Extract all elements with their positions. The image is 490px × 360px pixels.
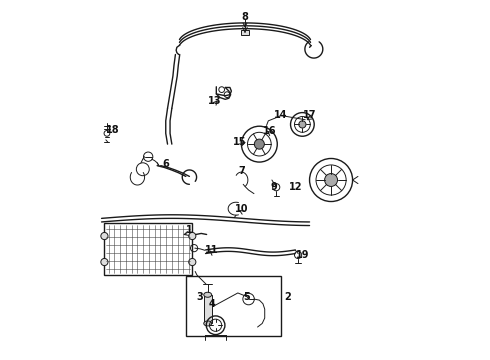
Ellipse shape bbox=[204, 292, 212, 297]
Text: 18: 18 bbox=[105, 125, 119, 135]
Bar bbox=[186, 276, 281, 336]
Text: 1: 1 bbox=[186, 225, 193, 235]
Text: 16: 16 bbox=[263, 126, 277, 135]
Circle shape bbox=[101, 258, 108, 266]
Text: 17: 17 bbox=[303, 111, 317, 121]
Circle shape bbox=[101, 233, 108, 240]
Text: 2: 2 bbox=[285, 292, 292, 302]
Text: 11: 11 bbox=[205, 245, 219, 255]
Text: 9: 9 bbox=[270, 182, 277, 192]
Text: 4: 4 bbox=[209, 299, 216, 309]
Circle shape bbox=[189, 258, 196, 266]
Bar bbox=[204, 295, 212, 323]
Bar bbox=[104, 223, 192, 275]
Text: 10: 10 bbox=[235, 204, 248, 214]
Ellipse shape bbox=[204, 321, 212, 326]
Text: 8: 8 bbox=[242, 12, 248, 22]
Text: 3: 3 bbox=[197, 292, 203, 302]
Bar bbox=[241, 30, 249, 35]
Text: 13: 13 bbox=[208, 96, 221, 106]
Text: 12: 12 bbox=[289, 182, 302, 192]
Text: 6: 6 bbox=[163, 159, 170, 169]
Text: 14: 14 bbox=[274, 111, 288, 121]
Circle shape bbox=[189, 233, 196, 240]
Circle shape bbox=[254, 139, 265, 149]
Text: 5: 5 bbox=[244, 292, 250, 302]
Circle shape bbox=[299, 121, 306, 128]
Text: 7: 7 bbox=[238, 166, 245, 176]
Text: 19: 19 bbox=[295, 250, 309, 260]
Text: 15: 15 bbox=[233, 137, 246, 147]
Circle shape bbox=[324, 174, 338, 186]
